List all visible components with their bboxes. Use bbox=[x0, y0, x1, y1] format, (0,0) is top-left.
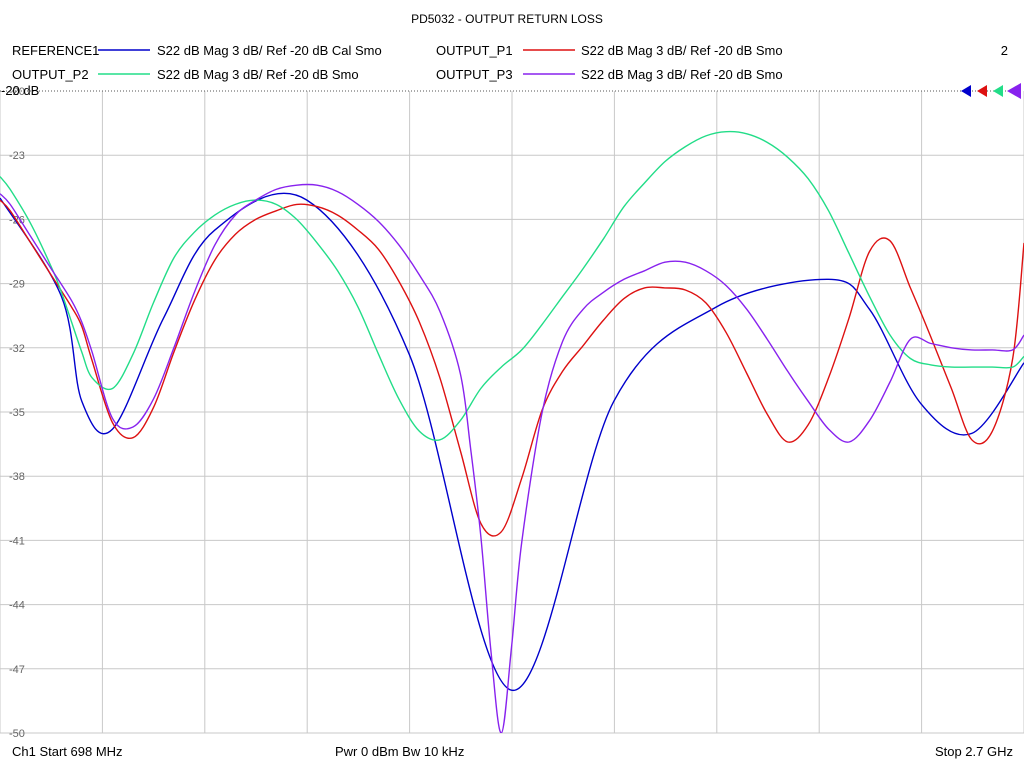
series-line-output-p3 bbox=[0, 183, 1024, 733]
grid bbox=[0, 91, 1024, 734]
y-tick-label: -38 bbox=[9, 471, 25, 483]
legend-label-reference1: REFERENCE1 bbox=[12, 43, 99, 58]
y-tick-label: -35 bbox=[9, 407, 25, 419]
start-frequency: Ch1 Start 698 MHz bbox=[12, 744, 123, 759]
legend-format-output-p1: S22 dB Mag 3 dB/ Ref -20 dB Smo bbox=[581, 43, 783, 58]
stop-frequency: Stop 2.7 GHz bbox=[935, 744, 1013, 759]
legend-format-reference1: S22 dB Mag 3 dB/ Ref -20 dB Cal Smo bbox=[157, 43, 382, 58]
series-line-reference1 bbox=[0, 192, 1024, 691]
reference-line: -20 dB bbox=[0, 83, 1016, 98]
y-tick-labels: -20-23-26-29-32-35-38-41-44-47-50 bbox=[9, 86, 25, 740]
legend-label-output-p2: OUTPUT_P2 bbox=[12, 67, 89, 82]
y-tick-label: -50 bbox=[9, 728, 25, 740]
reference-level-label: -20 dB bbox=[1, 83, 39, 98]
ref-marker-reference1 bbox=[961, 85, 971, 97]
ref-markers bbox=[961, 83, 1021, 99]
y-tick-label: -32 bbox=[9, 343, 25, 355]
y-tick-label: -20 bbox=[9, 86, 25, 98]
y-tick-label: -41 bbox=[9, 535, 25, 547]
power-bandwidth: Pwr 0 dBm Bw 10 kHz bbox=[335, 744, 464, 759]
legend-format-output-p3: S22 dB Mag 3 dB/ Ref -20 dB Smo bbox=[581, 67, 783, 82]
chart-title: PD5032 - OUTPUT RETURN LOSS bbox=[411, 12, 603, 26]
y-tick-label: -23 bbox=[9, 150, 25, 162]
legend-label-output-p3: OUTPUT_P3 bbox=[436, 67, 513, 82]
y-tick-label: -29 bbox=[9, 279, 25, 291]
ref-marker-output-p2 bbox=[993, 85, 1003, 97]
y-tick-label: -47 bbox=[9, 664, 25, 676]
channel-number: 2 bbox=[1001, 43, 1008, 58]
y-tick-label: -44 bbox=[9, 600, 25, 612]
legend: REFERENCE1 S22 dB Mag 3 dB/ Ref -20 dB C… bbox=[12, 43, 1008, 82]
ref-marker-output-p3 bbox=[1007, 83, 1021, 99]
series-line-output-p1 bbox=[0, 199, 1024, 537]
footer: Ch1 Start 698 MHz Pwr 0 dBm Bw 10 kHz St… bbox=[12, 744, 1013, 759]
ref-marker-output-p1 bbox=[977, 85, 987, 97]
series-lines bbox=[0, 130, 1024, 733]
series-line-output-p2 bbox=[0, 130, 1024, 441]
legend-label-output-p1: OUTPUT_P1 bbox=[436, 43, 513, 58]
legend-format-output-p2: S22 dB Mag 3 dB/ Ref -20 dB Smo bbox=[157, 67, 359, 82]
